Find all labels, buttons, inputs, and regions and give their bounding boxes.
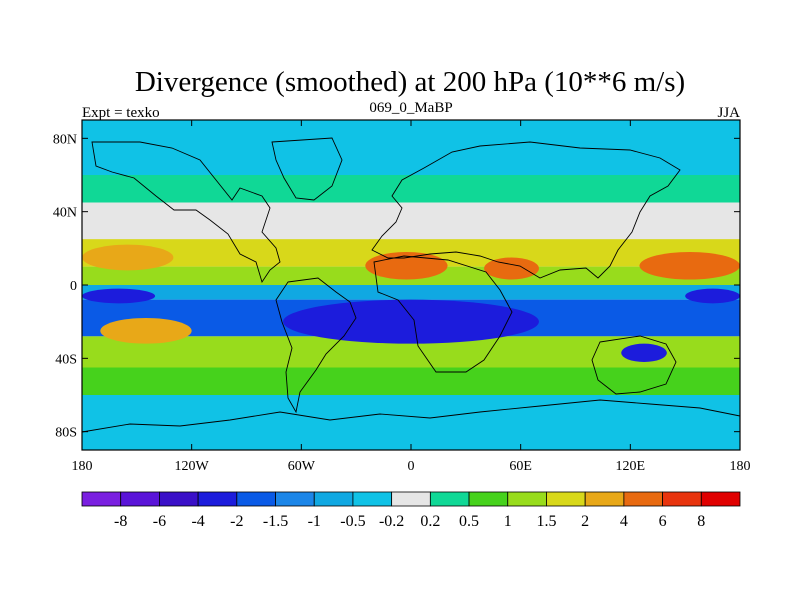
field-cell-8 bbox=[685, 288, 740, 304]
experiment-label: Expt = texko bbox=[82, 105, 160, 121]
colorbar-swatch bbox=[159, 491, 199, 507]
x-tick-label: 120W bbox=[175, 459, 210, 474]
x-tick-label: 0 bbox=[408, 459, 415, 474]
colorbar-label: 0.2 bbox=[420, 513, 440, 530]
colorbar-swatch bbox=[662, 491, 702, 507]
colorbar-label: -2 bbox=[230, 513, 243, 530]
colorbar-label: 8 bbox=[697, 513, 705, 530]
field-cell-0 bbox=[82, 244, 174, 271]
colorbar-label: 2 bbox=[581, 513, 589, 530]
field-cell-7 bbox=[82, 288, 156, 304]
colorbar-swatch bbox=[81, 491, 122, 507]
coastline-eurasia bbox=[371, 141, 681, 279]
x-tick-label: 180 bbox=[730, 459, 751, 474]
colorbar-swatch bbox=[700, 491, 741, 507]
colorbar-label: -1 bbox=[308, 513, 321, 530]
x-tick-label: 180 bbox=[72, 459, 93, 474]
y-tick-label: 80S bbox=[55, 426, 77, 441]
colorbar-label: 4 bbox=[620, 513, 628, 530]
field-band-2 bbox=[82, 202, 740, 240]
colorbar-swatch bbox=[197, 491, 238, 507]
y-axis-ticks: 80N 40N 0 40S 80S bbox=[53, 132, 740, 441]
y-tick-label: 40N bbox=[53, 206, 77, 221]
colorbar-swatch bbox=[468, 491, 509, 507]
colorbar-swatch bbox=[120, 491, 160, 507]
coastline-south-america bbox=[275, 277, 357, 414]
field-band-0 bbox=[82, 120, 740, 175]
y-tick-label: 40S bbox=[55, 352, 77, 367]
colorbar-label: -6 bbox=[153, 513, 166, 530]
field-cell-6 bbox=[621, 343, 667, 363]
coastline-greenland bbox=[271, 137, 343, 201]
colorbar-swatch bbox=[507, 491, 547, 507]
x-tick-label: 60E bbox=[509, 459, 532, 474]
colorbar-swatch bbox=[313, 491, 354, 507]
coastline-north-america bbox=[91, 141, 281, 284]
y-tick-label: 0 bbox=[70, 279, 77, 294]
colorbar-swatch bbox=[236, 491, 276, 507]
coastline-outlines bbox=[81, 137, 741, 433]
x-axis-ticks: 180 120W 60W 0 60E 120E 180 bbox=[72, 120, 751, 474]
run-label: 069_0_MaBP bbox=[369, 100, 452, 116]
colorbar-label: -0.2 bbox=[379, 513, 404, 530]
colorbar-label: -8 bbox=[114, 513, 127, 530]
field-cell-5 bbox=[283, 299, 539, 344]
colorbar-swatch bbox=[391, 491, 431, 507]
field-cell-4 bbox=[100, 318, 192, 344]
colorbar-swatch bbox=[352, 491, 393, 507]
colorbar-swatch bbox=[429, 491, 470, 507]
colorbar-swatch bbox=[275, 491, 315, 507]
colorbar: -8 -6 -4 -2 -1.5 -1 -0.5 -0.2 0.2 0.5 1 1.5 2 4 6 8 bbox=[81, 491, 741, 530]
field-band-8 bbox=[82, 367, 740, 395]
field-band-5 bbox=[82, 285, 740, 300]
field-cell-1 bbox=[365, 252, 448, 280]
coastline-australia bbox=[591, 335, 677, 395]
field-cell-3 bbox=[639, 252, 740, 280]
coastline-antarctica bbox=[81, 399, 741, 433]
field-cell-2 bbox=[484, 257, 539, 280]
colorbar-swatch bbox=[623, 491, 663, 507]
colorbar-label: 1 bbox=[504, 513, 512, 530]
x-tick-label: 120E bbox=[616, 459, 646, 474]
field-band-9 bbox=[82, 395, 740, 450]
colorbar-label: 1.5 bbox=[536, 513, 556, 530]
colorbar-label: 0.5 bbox=[459, 513, 479, 530]
colorbar-swatch bbox=[584, 491, 625, 507]
colorbar-label: 6 bbox=[659, 513, 667, 530]
season-label: JJA bbox=[717, 105, 740, 121]
chart-title: Divergence (smoothed) at 200 hPa (10**6 … bbox=[135, 66, 685, 98]
colorbar-label: -1.5 bbox=[263, 513, 288, 530]
coastline-africa bbox=[373, 255, 513, 373]
field-layer bbox=[82, 120, 740, 450]
y-tick-label: 80N bbox=[53, 132, 77, 147]
colorbar-label: -0.5 bbox=[340, 513, 365, 530]
colorbar-label: -4 bbox=[191, 513, 204, 530]
colorbar-swatch bbox=[546, 491, 586, 507]
field-band-1 bbox=[82, 175, 740, 203]
x-tick-label: 60W bbox=[288, 459, 316, 474]
